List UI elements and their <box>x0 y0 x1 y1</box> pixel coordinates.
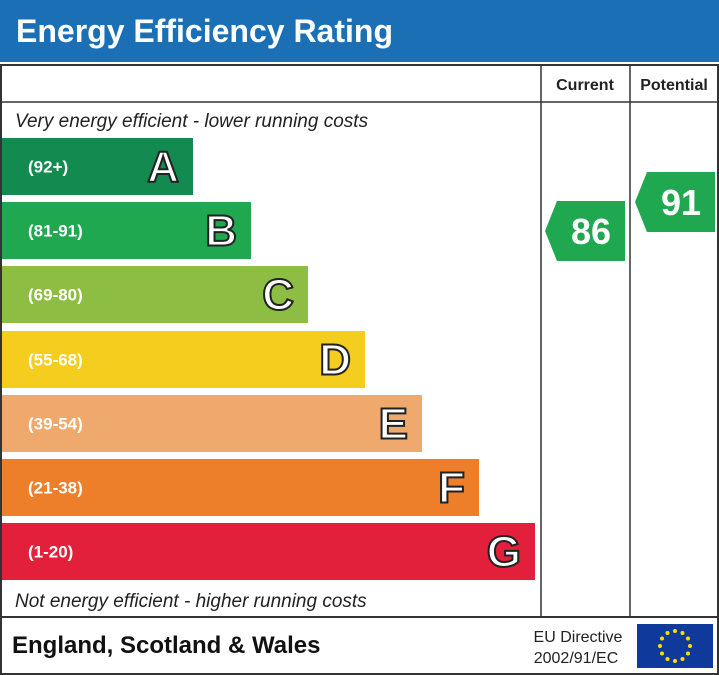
eu-star <box>680 656 685 661</box>
title-bar <box>0 0 719 62</box>
band-range: (69-80) <box>28 286 83 305</box>
band <box>2 202 251 259</box>
band-letter: D <box>319 336 351 385</box>
band-letter: G <box>487 528 521 577</box>
title: Energy Efficiency Rating <box>16 13 393 49</box>
eu-star <box>660 651 665 656</box>
eu-star <box>685 636 690 641</box>
band-letter: A <box>147 143 179 192</box>
band <box>2 138 193 195</box>
band-range: (81-91) <box>28 222 83 241</box>
rating-value: 86 <box>571 211 611 252</box>
eu-star <box>688 644 692 648</box>
band-range: (21-38) <box>28 479 83 498</box>
rating-arrow <box>545 201 625 261</box>
band <box>2 331 365 388</box>
band <box>2 523 535 580</box>
rating-value: 91 <box>661 182 701 223</box>
bottom-text: Not energy efficient - higher running co… <box>15 591 367 612</box>
band-letter: B <box>205 207 237 256</box>
band-range: (55-68) <box>28 351 83 370</box>
column-header: Potential <box>640 77 708 94</box>
eu-star <box>660 636 665 641</box>
band <box>2 266 308 323</box>
eu-star <box>658 644 662 648</box>
top-text: Very energy efficient - lower running co… <box>15 111 369 132</box>
band-letter: E <box>379 400 408 449</box>
directive: EU Directive <box>534 629 623 646</box>
eu-star <box>685 651 690 656</box>
column-header: Current <box>556 77 614 94</box>
eu-star <box>665 631 670 636</box>
band-letter: F <box>438 464 465 513</box>
eu-star <box>680 631 685 636</box>
band-letter: C <box>262 271 294 320</box>
rating-arrow <box>635 172 715 232</box>
eu-star <box>665 656 670 661</box>
band <box>2 459 479 516</box>
directive: 2002/91/EC <box>534 650 619 667</box>
band <box>2 395 422 452</box>
band-range: (39-54) <box>28 415 83 434</box>
footer-region: England, Scotland & Wales <box>12 632 320 659</box>
eu-star <box>673 629 677 633</box>
eu-stars <box>658 629 692 663</box>
band-range: (92+) <box>28 158 68 177</box>
band-range: (1-20) <box>28 543 73 562</box>
eu-star <box>673 659 677 663</box>
